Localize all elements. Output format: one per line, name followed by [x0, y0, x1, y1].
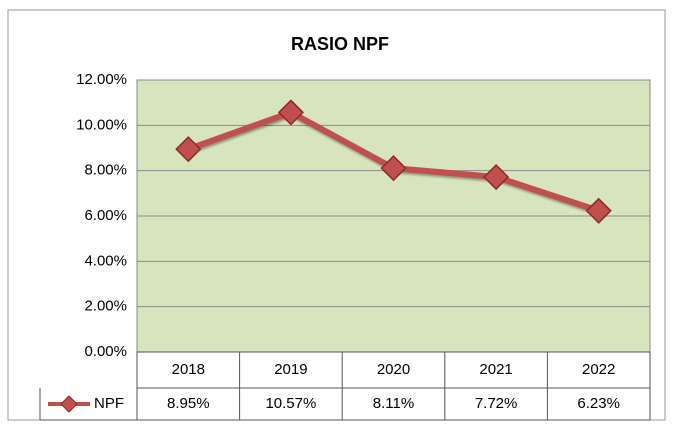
x-tick-label: 2020 [377, 361, 410, 378]
table-value: 8.11% [373, 395, 414, 412]
table-value: 7.72% [475, 395, 518, 412]
x-tick-label: 2022 [582, 361, 615, 378]
point-marker [175, 136, 202, 163]
table-value: 6.23% [577, 395, 620, 412]
table-value: 8.95% [167, 395, 210, 412]
x-tick-label: 2021 [479, 361, 512, 378]
table-value: 10.57% [265, 395, 316, 412]
point-marker [277, 99, 304, 126]
y-tick-label: 4.00% [84, 252, 127, 269]
x-tick-label: 2019 [274, 361, 307, 378]
y-tick-label: 10.00% [76, 116, 127, 133]
y-tick-label: 6.00% [84, 207, 127, 224]
y-tick-label: 0.00% [84, 343, 127, 360]
chart-title: RASIO NPF [291, 34, 389, 54]
legend-label: NPF [94, 395, 124, 412]
point-marker [483, 163, 510, 191]
x-tick-label: 2018 [172, 361, 205, 378]
legend-marker [60, 395, 78, 413]
point-marker [585, 197, 612, 224]
y-tick-label: 2.00% [84, 298, 127, 315]
y-tick-label: 8.00% [84, 162, 127, 179]
y-tick-label: 12.00% [76, 71, 127, 88]
point-marker [380, 155, 407, 182]
